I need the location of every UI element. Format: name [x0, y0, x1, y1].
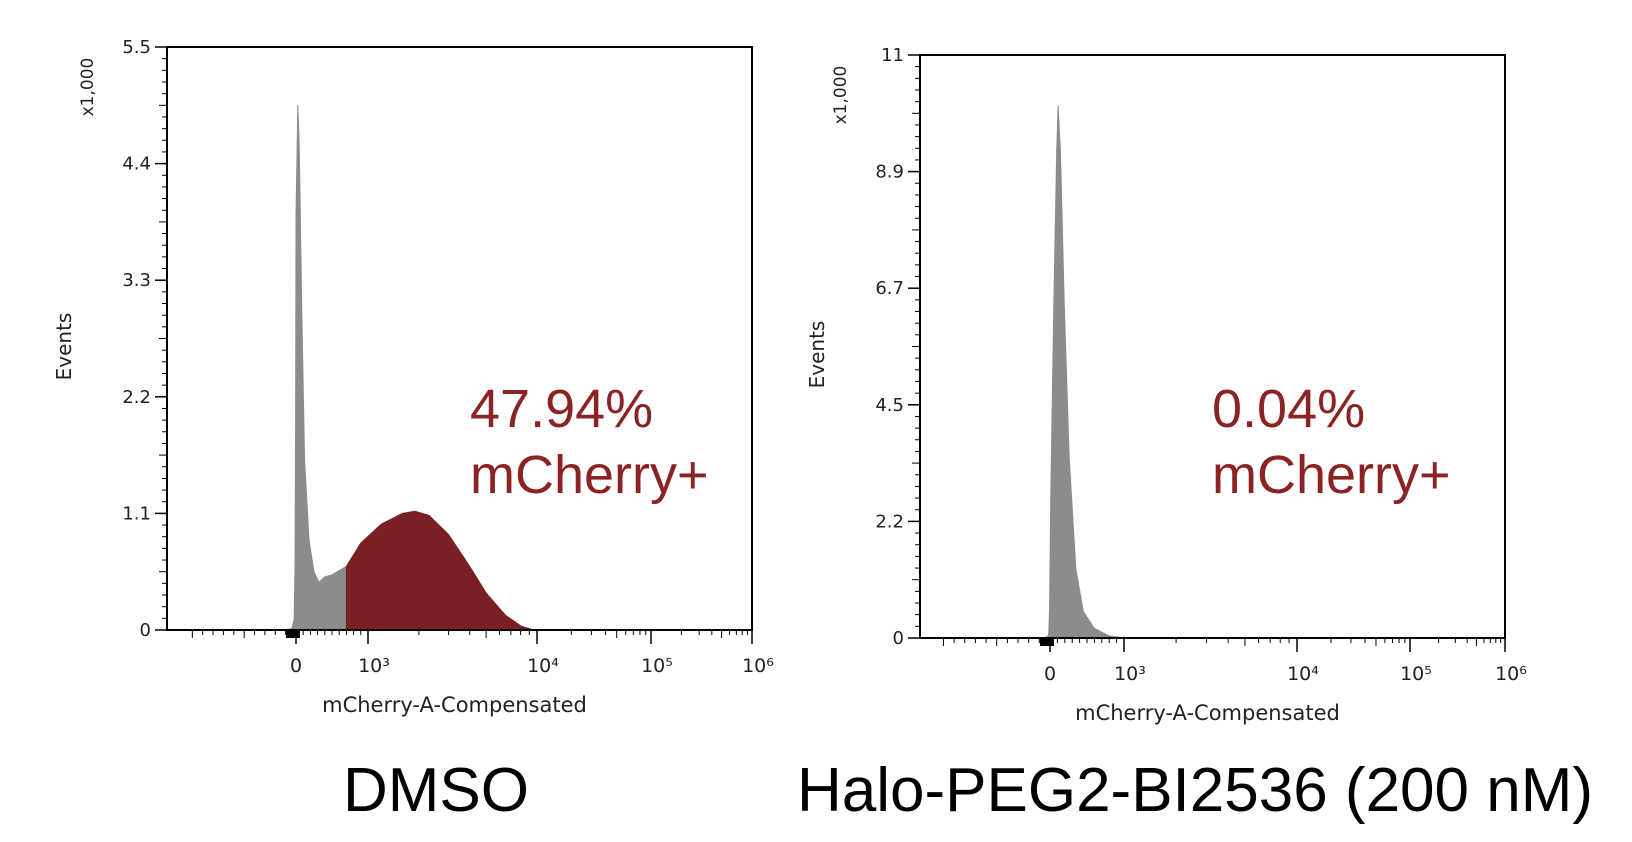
panel-2-annotation-label: mCherry+: [1212, 445, 1451, 505]
panel-1-x-tick-label: 0: [290, 655, 302, 677]
panel-1-y-tick-label: 3.3: [122, 270, 151, 291]
panel-1-annotation-label: mCherry+: [470, 445, 709, 505]
panel-1-y-tick-label: 4.4: [122, 154, 151, 175]
panel-2-x-tick-label: 0: [1044, 663, 1056, 685]
panel-2-annotation: 0.04% mCherry+: [1212, 376, 1451, 508]
panel-2-x-tick-label: 10⁶: [1495, 663, 1527, 685]
panel-2-zero-marker: [1040, 639, 1054, 646]
panel-1-x-tick-label: 10⁴: [527, 655, 559, 677]
panel-1-caption: DMSO: [343, 756, 529, 825]
panel-2-y-tick-label: 0: [893, 628, 904, 649]
panel-2-y-multiplier: x1,000: [831, 66, 851, 125]
panel-1-series-1: [287, 105, 347, 631]
panel-2-y-tick-label: 11: [881, 45, 904, 66]
panel-1-frame: [166, 46, 753, 631]
panel-2-y-tick-label: 8.9: [875, 162, 904, 183]
panel-2-y-axis-label: Events: [805, 321, 829, 389]
panel-2-y-tick-label: 4.5: [875, 395, 904, 416]
panel-2-y-tick-label: 2.2: [875, 511, 904, 532]
panel-2-y-tick-label: 6.7: [875, 278, 904, 299]
panel-1-series-2: [345, 510, 534, 631]
panel-1-plot: 0 1.1 2.2 3.3 4.4 5.5 x1,000 Events 0 10³ 10⁴ 10⁵ 10…: [52, 37, 774, 717]
panel-1-annotation-percent: 47.94%: [470, 379, 654, 439]
panel-1-zero-marker: [286, 631, 300, 638]
panel-2-series-1: [1043, 105, 1125, 639]
panel-2-annotation-percent: 0.04%: [1212, 379, 1366, 439]
panel-2-plot: 0 2.2 4.5 6.7 8.9 11 x1,000 Events 0 10³ 10⁴ 10⁵ 10⁶…: [805, 45, 1527, 725]
panel-1-y-tick-label: 1.1: [122, 503, 151, 524]
panel-1-x-tick-label: 10⁵: [641, 655, 673, 677]
panel-2-caption: Halo-PEG2-BI2536 (200 nM): [796, 756, 1594, 825]
panel-2-x-tick-label: 10⁴: [1287, 663, 1319, 685]
panel-2-x-axis-label: mCherry-A-Compensated: [1075, 701, 1340, 725]
panel-1-y-multiplier: x1,000: [78, 58, 98, 117]
panel-1-y-tick-label: 5.5: [122, 37, 151, 58]
panel-1-y-axis-label: Events: [52, 313, 76, 381]
panel-2-x-tick-label: 10³: [1114, 663, 1146, 685]
panel-1-y-tick-label: 0: [140, 620, 151, 641]
panel-1-annotation: 47.94% mCherry+: [470, 376, 709, 508]
panel-1-x-tick-label: 10⁶: [742, 655, 774, 677]
panel-2-x-tick-label: 10⁵: [1400, 663, 1432, 685]
panel-1-x-axis-label: mCherry-A-Compensated: [322, 693, 587, 717]
panel-1-y-tick-label: 2.2: [122, 387, 151, 408]
panel-1-x-tick-label: 10³: [358, 655, 390, 677]
panel-2-frame: [919, 54, 1506, 639]
